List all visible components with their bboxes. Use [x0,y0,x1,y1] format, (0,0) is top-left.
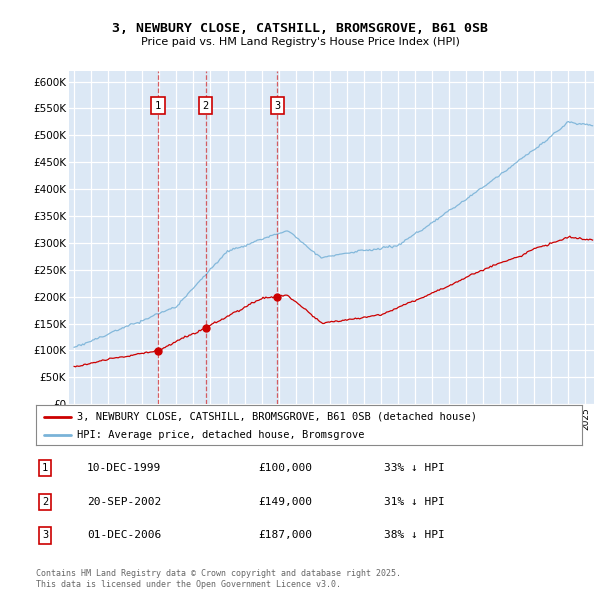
Text: 20-SEP-2002: 20-SEP-2002 [87,497,161,507]
Text: 3, NEWBURY CLOSE, CATSHILL, BROMSGROVE, B61 0SB (detached house): 3, NEWBURY CLOSE, CATSHILL, BROMSGROVE, … [77,412,477,422]
Text: 2: 2 [203,101,209,111]
Text: £100,000: £100,000 [258,463,312,473]
Text: 31% ↓ HPI: 31% ↓ HPI [384,497,445,507]
Text: £187,000: £187,000 [258,530,312,540]
Text: 33% ↓ HPI: 33% ↓ HPI [384,463,445,473]
Text: 38% ↓ HPI: 38% ↓ HPI [384,530,445,540]
Text: 3: 3 [42,530,48,540]
Text: 2: 2 [42,497,48,507]
Text: 10-DEC-1999: 10-DEC-1999 [87,463,161,473]
Text: 01-DEC-2006: 01-DEC-2006 [87,530,161,540]
Text: HPI: Average price, detached house, Bromsgrove: HPI: Average price, detached house, Brom… [77,431,364,440]
Text: Contains HM Land Registry data © Crown copyright and database right 2025.
This d: Contains HM Land Registry data © Crown c… [36,569,401,589]
Text: 1: 1 [155,101,161,111]
Text: 1: 1 [42,463,48,473]
Text: Price paid vs. HM Land Registry's House Price Index (HPI): Price paid vs. HM Land Registry's House … [140,37,460,47]
Text: £149,000: £149,000 [258,497,312,507]
Text: 3, NEWBURY CLOSE, CATSHILL, BROMSGROVE, B61 0SB: 3, NEWBURY CLOSE, CATSHILL, BROMSGROVE, … [112,22,488,35]
Text: 3: 3 [274,101,280,111]
